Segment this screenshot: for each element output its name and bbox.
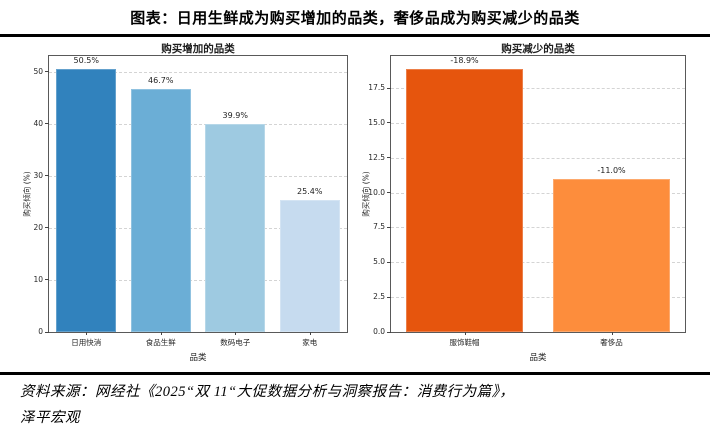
y-tick-mark — [387, 226, 391, 228]
gridline — [391, 157, 685, 159]
y-tick-mark — [45, 331, 49, 333]
source-line-1: 资料来源：网经社《2025“双 11“大促数据分析与洞察报告：消费行为篇》， — [20, 384, 515, 400]
y-tick-mark — [387, 331, 391, 333]
bar-value-label: 39.9% — [222, 111, 248, 121]
source-line-2: 泽平宏观 — [20, 410, 80, 426]
x-tick-label: 食品生鲜 — [145, 338, 176, 347]
bar — [405, 68, 524, 332]
gridline — [49, 71, 347, 73]
bar — [205, 124, 266, 332]
gridline — [391, 262, 685, 264]
y-tick-mark — [45, 71, 49, 73]
chart-decrease-title: 购买减少的品类 — [501, 43, 575, 55]
y-tick-mark — [45, 123, 49, 125]
gridline — [391, 192, 685, 194]
y-tick-mark — [387, 122, 391, 124]
y-tick-mark — [45, 175, 49, 177]
gridline — [391, 88, 685, 90]
y-tick-mark — [387, 157, 391, 159]
chart-increase-title: 购买增加的品类 — [161, 43, 235, 55]
gridline — [49, 279, 347, 281]
y-tick-mark — [387, 296, 391, 298]
page-title: 图表：日用生鲜成为购买增加的品类，奢侈品成为购买减少的品类 — [130, 11, 580, 27]
bar-value-label: 25.4% — [297, 186, 323, 196]
chart-decrease-plot-area: 0.0 2.5 5.0 7.5 10.0 12.5 15.0 17.5 -18.9% 服饰鞋帽 -1… — [368, 55, 686, 347]
bottom-divider — [0, 372, 710, 375]
y-tick-label: 50 — [33, 66, 43, 76]
gridline — [391, 297, 685, 299]
x-tick-label: 数码电子 — [220, 338, 251, 347]
y-tick-mark — [45, 227, 49, 229]
chart-increase-x-axis-label: 品类 — [189, 353, 207, 363]
chart-decrease-x-axis-label: 品类 — [529, 353, 547, 363]
source-note: 资料来源：网经社《2025“双 11“大促数据分析与洞察报告：消费行为篇》， 泽… — [20, 379, 696, 431]
y-tick-label: 0 — [38, 327, 43, 336]
y-tick-label: 12.5 — [368, 152, 385, 162]
x-tick-mark — [611, 332, 613, 335]
bar — [552, 178, 671, 332]
top-divider — [0, 34, 710, 37]
y-tick-label: 5.0 — [373, 257, 385, 267]
y-tick-label: 17.5 — [368, 83, 385, 93]
y-tick-label: 2.5 — [373, 292, 385, 302]
x-tick-label: 日用快消 — [71, 338, 102, 347]
x-tick-mark — [309, 332, 311, 335]
bar-value-label: -11.0% — [597, 165, 626, 175]
bar — [279, 199, 340, 332]
y-tick-label: 15.0 — [368, 117, 385, 127]
bar-value-label: -18.9% — [450, 55, 479, 65]
y-tick-mark — [387, 192, 391, 194]
gridline — [49, 227, 347, 229]
bar-value-label: 46.7% — [148, 75, 174, 85]
x-tick-label: 服饰鞋帽 — [449, 338, 480, 347]
bar — [130, 88, 191, 332]
y-tick-mark — [45, 279, 49, 281]
x-tick-mark — [464, 332, 466, 335]
y-tick-label: 0.0 — [373, 327, 385, 336]
gridline — [391, 227, 685, 229]
bar-value-label: 50.5% — [73, 56, 99, 66]
y-tick-label: 10.0 — [368, 187, 385, 197]
y-tick-label: 30 — [33, 170, 43, 180]
x-tick-mark — [86, 332, 88, 335]
gridline — [49, 175, 347, 177]
chart-increase-plot-area: 0 10 20 30 40 50 50.5% 日用快消 46.7% 食品生鲜 39.9% 数码电子 25… — [33, 55, 348, 347]
y-tick-label: 40 — [33, 118, 43, 128]
x-tick-mark — [160, 332, 162, 335]
y-tick-mark — [387, 87, 391, 89]
y-tick-mark — [387, 261, 391, 263]
y-tick-label: 10 — [33, 274, 43, 284]
x-tick-mark — [235, 332, 237, 335]
x-tick-label: 奢侈品 — [600, 338, 623, 347]
y-tick-label: 7.5 — [373, 222, 385, 232]
bar — [56, 69, 117, 332]
y-tick-label: 20 — [33, 222, 43, 232]
x-tick-label: 家电 — [302, 338, 318, 347]
gridline — [49, 123, 347, 125]
gridline — [391, 122, 685, 124]
